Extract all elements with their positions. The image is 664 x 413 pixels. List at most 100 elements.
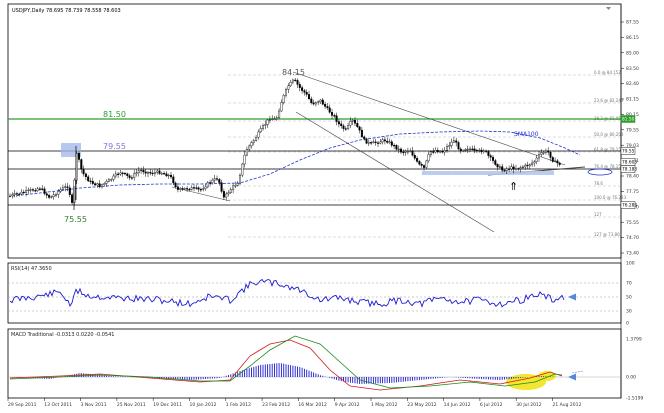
- candle-body: [229, 189, 232, 193]
- candle-body: [494, 160, 497, 165]
- candle-body: [395, 145, 398, 150]
- date-tick-label: 25 Nov 2011: [117, 402, 146, 408]
- macd-line: [9, 339, 563, 391]
- candle-body: [255, 137, 258, 141]
- candle-body: [133, 173, 136, 178]
- arrow-up-icon: ⇑: [509, 180, 518, 193]
- price-tick-label: 74.70: [626, 235, 639, 241]
- price-tick-label: 81.15: [626, 97, 639, 103]
- candle-body: [204, 186, 207, 189]
- candle-body: [455, 140, 458, 143]
- date-tick-label: 19 Dec 2011: [153, 402, 182, 408]
- candle-body: [538, 154, 541, 159]
- svg-text:79.55: 79.55: [622, 149, 635, 155]
- candle-body: [301, 87, 304, 91]
- candle-body: [365, 138, 368, 144]
- candle-body: [558, 162, 561, 165]
- candle-body: [340, 123, 343, 127]
- candle-body: [372, 141, 375, 143]
- label-sma100: SMA100: [514, 131, 539, 138]
- candle-body: [531, 162, 534, 165]
- candle-body: [360, 129, 363, 138]
- candle-body: [160, 173, 163, 175]
- candle-body: [142, 169, 145, 173]
- candle-body: [400, 148, 403, 153]
- candle-body: [197, 187, 200, 190]
- candle-body: [367, 142, 370, 144]
- candle-body: [84, 173, 87, 177]
- candle-body: [446, 146, 449, 151]
- candle-body: [158, 170, 161, 174]
- candle-body: [354, 119, 357, 124]
- candle-body: [64, 186, 67, 188]
- candle-body: [167, 174, 170, 177]
- candle-body: [257, 131, 260, 138]
- candle-body: [18, 193, 21, 195]
- candle-body: [492, 156, 495, 161]
- candle-body: [59, 189, 62, 192]
- svg-text:81.50: 81.50: [622, 117, 635, 123]
- price-tick-label: 79.03: [626, 143, 639, 149]
- candle-body: [291, 79, 294, 83]
- candle-body: [234, 185, 237, 187]
- candle-body: [528, 164, 531, 167]
- candle-body: [508, 168, 511, 170]
- candle-body: [13, 193, 16, 195]
- candle-body: [52, 194, 55, 198]
- candle-body: [356, 122, 359, 127]
- candle-body: [386, 140, 389, 143]
- candle-body: [220, 182, 223, 192]
- rsi-tick-label: 70: [626, 281, 632, 287]
- fib-level-label: 127 @ 73.862: [594, 232, 623, 237]
- candle-body: [436, 149, 439, 153]
- candle-body: [434, 149, 437, 153]
- channel-upper: [292, 71, 566, 166]
- candle-body: [225, 193, 228, 198]
- candle-body: [114, 173, 117, 177]
- candle-body: [289, 81, 292, 86]
- candle-body: [487, 151, 490, 156]
- price-tick-label: 73.40: [626, 251, 639, 257]
- macd-arrow-icon: [568, 373, 576, 381]
- candle-body: [176, 186, 179, 190]
- candle-body: [519, 167, 522, 169]
- candle-body: [199, 189, 202, 191]
- candle-body: [43, 188, 46, 194]
- candle-body: [298, 84, 301, 88]
- candle-body: [252, 140, 255, 143]
- candle-body: [503, 169, 506, 172]
- price-tick-label: 77.75: [626, 189, 639, 195]
- candle-body: [510, 166, 513, 170]
- candle-body: [547, 150, 550, 153]
- candle-body: [413, 154, 416, 159]
- price-tag: 79.55: [620, 147, 636, 155]
- candle-body: [303, 90, 306, 93]
- label-low: 75.55: [64, 215, 87, 224]
- candle-body: [285, 89, 288, 96]
- candle-body: [517, 168, 520, 170]
- candle-body: [337, 121, 340, 125]
- candle-body: [27, 189, 30, 192]
- candle-body: [342, 125, 345, 129]
- candle-body: [77, 153, 80, 160]
- date-tick-label: 9 Apr 2012: [335, 402, 360, 408]
- candle-body: [80, 159, 83, 170]
- candle-body: [397, 148, 400, 151]
- candle-body: [287, 85, 290, 90]
- candle-body: [183, 188, 186, 190]
- rsi-tick-label: 50: [626, 295, 632, 301]
- window-controls[interactable]: [606, 7, 611, 10]
- candle-body: [273, 118, 276, 120]
- macd-tick-label: 0.00: [626, 375, 636, 381]
- candle-body: [448, 145, 451, 147]
- candle-body: [25, 190, 28, 193]
- candle-body: [50, 196, 53, 198]
- candle-body: [282, 95, 285, 103]
- candle-body: [501, 166, 504, 171]
- candle-body: [429, 151, 432, 155]
- macd-label: MACD Traditional -0.0313 0.0220 -0.0541: [11, 332, 114, 338]
- candle-body: [439, 151, 442, 153]
- candle-body: [96, 183, 99, 186]
- candle-body: [363, 136, 366, 139]
- price-tick-label: 87.55: [626, 20, 639, 26]
